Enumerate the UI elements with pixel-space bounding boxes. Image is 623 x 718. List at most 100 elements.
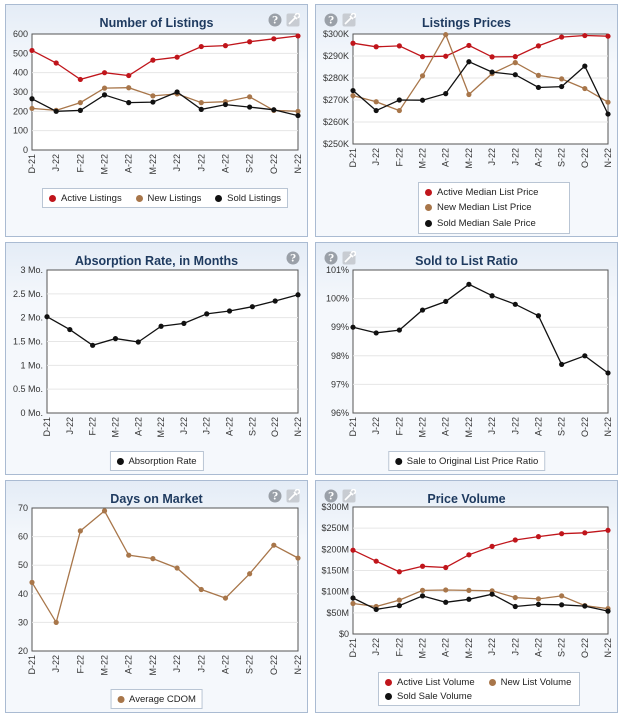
data-point[interactable] xyxy=(150,556,156,562)
settings-icon[interactable] xyxy=(342,488,357,503)
data-point[interactable] xyxy=(101,85,108,91)
data-point[interactable] xyxy=(443,599,449,605)
data-point[interactable] xyxy=(605,608,611,614)
data-point[interactable] xyxy=(271,542,277,548)
data-point[interactable] xyxy=(559,593,565,599)
data-point[interactable] xyxy=(443,53,449,59)
settings-icon[interactable] xyxy=(342,250,357,265)
data-point[interactable] xyxy=(443,32,449,38)
data-point[interactable] xyxy=(198,586,204,593)
data-point[interactable] xyxy=(443,298,449,305)
data-point[interactable] xyxy=(559,83,565,90)
data-point[interactable] xyxy=(396,597,402,603)
settings-icon[interactable] xyxy=(286,12,301,27)
data-point[interactable] xyxy=(295,108,301,114)
data-point[interactable] xyxy=(204,311,210,317)
data-point[interactable] xyxy=(396,43,402,49)
help-icon[interactable]: ? xyxy=(324,13,338,27)
help-icon[interactable]: ? xyxy=(324,251,338,265)
data-point[interactable] xyxy=(272,298,278,304)
data-point[interactable] xyxy=(419,54,426,60)
data-point[interactable] xyxy=(512,72,518,78)
help-icon[interactable]: ? xyxy=(324,489,338,503)
data-point[interactable] xyxy=(112,336,119,342)
data-point[interactable] xyxy=(489,293,495,299)
data-point[interactable] xyxy=(350,547,356,553)
data-point[interactable] xyxy=(582,530,588,536)
data-point[interactable] xyxy=(419,97,426,103)
data-point[interactable] xyxy=(198,100,204,106)
data-point[interactable] xyxy=(535,601,542,607)
data-point[interactable] xyxy=(44,314,50,320)
legend-item[interactable]: Active List Volume xyxy=(385,677,475,688)
data-point[interactable] xyxy=(466,59,472,65)
data-point[interactable] xyxy=(174,54,180,60)
data-point[interactable] xyxy=(126,85,132,91)
data-point[interactable] xyxy=(419,307,426,313)
data-point[interactable] xyxy=(249,304,255,310)
data-point[interactable] xyxy=(489,543,495,549)
help-icon[interactable]: ? xyxy=(268,489,282,503)
data-point[interactable] xyxy=(198,106,204,112)
data-point[interactable] xyxy=(582,353,588,359)
legend-item[interactable]: New List Volume xyxy=(488,677,571,688)
data-point[interactable] xyxy=(582,85,588,92)
data-point[interactable] xyxy=(396,97,402,103)
data-point[interactable] xyxy=(489,69,495,75)
settings-icon[interactable] xyxy=(342,12,357,27)
data-point[interactable] xyxy=(559,76,565,82)
data-point[interactable] xyxy=(77,100,83,106)
data-point[interactable] xyxy=(158,323,164,329)
data-point[interactable] xyxy=(582,63,588,69)
data-point[interactable] xyxy=(295,33,301,39)
data-point[interactable] xyxy=(126,100,132,106)
data-point[interactable] xyxy=(247,39,253,45)
data-point[interactable] xyxy=(582,603,588,609)
data-point[interactable] xyxy=(271,36,277,42)
data-point[interactable] xyxy=(247,94,253,100)
data-point[interactable] xyxy=(466,552,472,558)
data-point[interactable] xyxy=(77,76,83,83)
data-point[interactable] xyxy=(559,602,565,608)
data-point[interactable] xyxy=(535,72,542,78)
data-point[interactable] xyxy=(29,105,35,112)
help-icon[interactable]: ? xyxy=(286,251,300,265)
settings-icon[interactable] xyxy=(286,488,301,503)
data-point[interactable] xyxy=(295,292,301,298)
data-point[interactable] xyxy=(419,593,426,599)
data-point[interactable] xyxy=(77,107,83,113)
data-point[interactable] xyxy=(466,596,472,602)
data-point[interactable] xyxy=(101,70,108,76)
data-point[interactable] xyxy=(605,370,611,376)
data-point[interactable] xyxy=(512,594,518,601)
data-point[interactable] xyxy=(198,43,204,50)
legend-item[interactable]: Sold Listings xyxy=(215,193,281,204)
data-point[interactable] xyxy=(53,619,59,625)
data-point[interactable] xyxy=(396,327,402,333)
legend-item[interactable]: Sale to Original List Price Ratio xyxy=(394,456,538,467)
data-point[interactable] xyxy=(150,99,156,105)
data-point[interactable] xyxy=(466,281,472,287)
data-point[interactable] xyxy=(350,87,356,94)
legend-item[interactable]: New Median List Price xyxy=(425,202,563,213)
data-point[interactable] xyxy=(559,531,565,537)
data-point[interactable] xyxy=(373,606,379,613)
data-point[interactable] xyxy=(535,43,542,49)
legend-item[interactable]: Absorption Rate xyxy=(116,456,197,467)
data-point[interactable] xyxy=(53,60,59,66)
data-point[interactable] xyxy=(29,96,35,102)
data-point[interactable] xyxy=(373,330,379,336)
data-point[interactable] xyxy=(350,324,356,330)
data-point[interactable] xyxy=(29,579,35,585)
data-point[interactable] xyxy=(605,33,611,39)
data-point[interactable] xyxy=(222,595,229,601)
data-point[interactable] xyxy=(535,313,542,319)
data-point[interactable] xyxy=(29,47,35,54)
data-point[interactable] xyxy=(226,308,233,314)
data-point[interactable] xyxy=(535,534,542,540)
data-point[interactable] xyxy=(350,40,356,46)
data-point[interactable] xyxy=(605,527,611,533)
data-point[interactable] xyxy=(535,596,542,602)
data-point[interactable] xyxy=(350,600,356,607)
data-point[interactable] xyxy=(396,107,402,114)
